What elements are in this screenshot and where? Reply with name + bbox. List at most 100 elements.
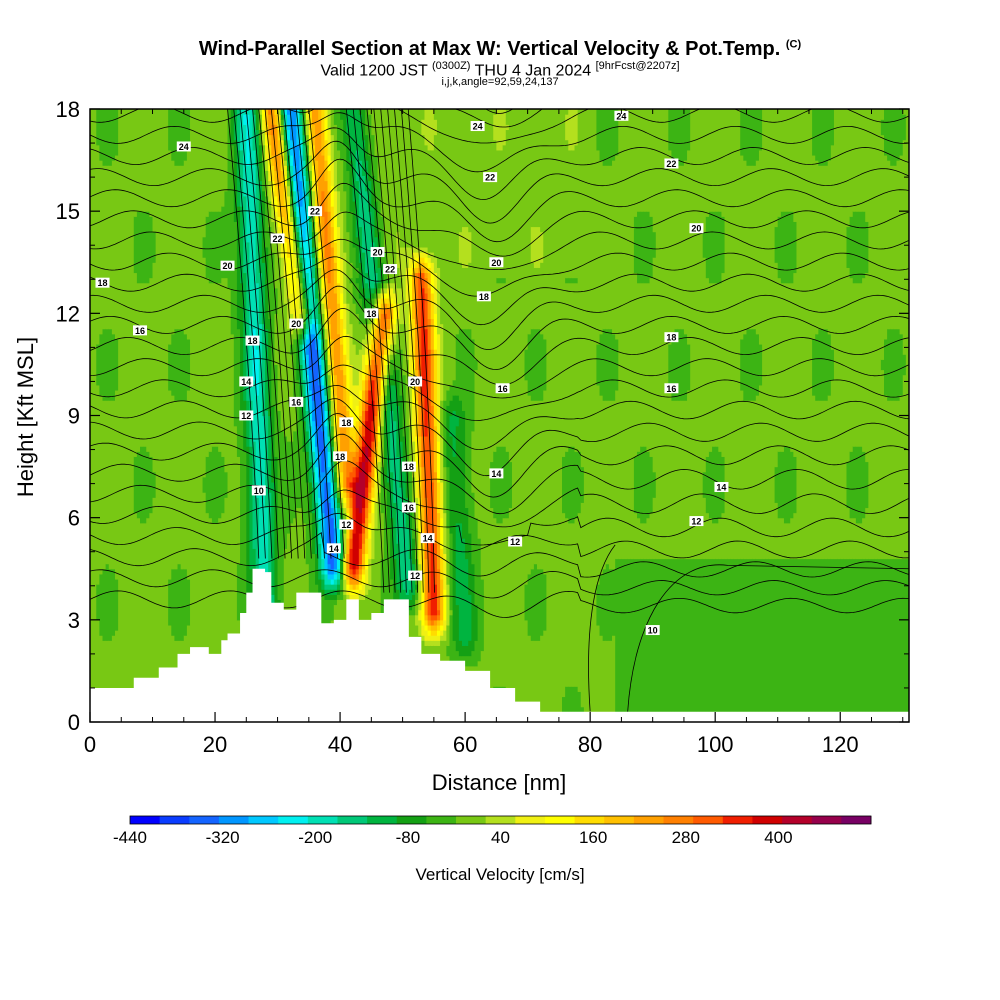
theta-contour-line bbox=[90, 489, 909, 546]
theta-contour-label: 14 bbox=[239, 376, 254, 387]
contour-label-bg bbox=[401, 461, 416, 472]
theta-contour-label: 12 bbox=[339, 519, 354, 530]
contour-label-text: 20 bbox=[291, 319, 301, 329]
x-tick-label: 80 bbox=[578, 732, 602, 757]
contour-label-text: 10 bbox=[254, 486, 264, 496]
contour-labels: 2424242222222222202020202020181818181818… bbox=[95, 110, 729, 636]
theta-contour-line bbox=[90, 335, 909, 399]
contour-label-text: 22 bbox=[485, 173, 495, 183]
x-axis-label: Distance [nm] bbox=[432, 770, 567, 795]
theta-contour-label: 10 bbox=[251, 485, 266, 496]
contour-label-bg bbox=[383, 264, 398, 275]
theta-contour-line bbox=[270, 109, 306, 559]
contour-label-bg bbox=[664, 383, 679, 394]
colorbar-swatch bbox=[159, 816, 190, 824]
colorbar-swatch bbox=[278, 816, 309, 824]
contour-label-bg bbox=[508, 536, 523, 547]
contour-label-text: 18 bbox=[479, 292, 489, 302]
colorbar-swatch bbox=[544, 816, 575, 824]
contour-label-text: 12 bbox=[410, 571, 420, 581]
contour-label-bg bbox=[333, 451, 348, 462]
contour-label-text: 14 bbox=[241, 377, 251, 387]
contour-label-text: 16 bbox=[135, 326, 145, 336]
contour-label-bg bbox=[645, 625, 660, 636]
colorbar-swatch bbox=[426, 816, 457, 824]
contour-label-text: 12 bbox=[510, 537, 520, 547]
theta-contour-line bbox=[90, 513, 909, 559]
contour-label-bg bbox=[326, 543, 341, 554]
contour-label-text: 16 bbox=[498, 384, 508, 394]
contour-label-text: 12 bbox=[691, 517, 701, 527]
contour-label-bg bbox=[483, 172, 498, 183]
theta-contour-label: 22 bbox=[383, 264, 398, 275]
contour-label-bg bbox=[664, 158, 679, 169]
theta-contour-label: 20 bbox=[489, 257, 504, 268]
contour-label-bg bbox=[95, 277, 110, 288]
contour-label-text: 22 bbox=[385, 265, 395, 275]
theta-contour-label: 18 bbox=[401, 461, 416, 472]
theta-contour-label: 20 bbox=[370, 247, 385, 258]
theta-contour-label: 16 bbox=[133, 325, 148, 336]
colorbar: -440 -320 -200 -80 40 160 280 400 bbox=[113, 815, 872, 847]
contour-label-bg bbox=[489, 468, 504, 479]
contour-label-text: 18 bbox=[366, 309, 376, 319]
y-tick-label: 6 bbox=[68, 506, 80, 531]
contour-label-bg bbox=[133, 325, 148, 336]
theta-contour-label: 16 bbox=[289, 396, 304, 407]
theta-contour-label: 22 bbox=[664, 158, 679, 169]
contour-label-bg bbox=[339, 519, 354, 530]
theta-contour-label: 22 bbox=[483, 172, 498, 183]
contour-label-text: 22 bbox=[273, 234, 283, 244]
colorbar-swatch bbox=[307, 816, 338, 824]
contour-label-bg bbox=[714, 482, 729, 493]
colorbar-swatch bbox=[693, 816, 724, 824]
contour-label-bg bbox=[239, 410, 254, 421]
contour-label-bg bbox=[476, 291, 491, 302]
theta-contour-line bbox=[380, 109, 413, 593]
contour-label-text: 14 bbox=[329, 544, 339, 554]
y-axis-label: Height [Kft MSL] bbox=[13, 337, 38, 497]
forecast-tag: [9hrFcst@2207z] bbox=[595, 60, 680, 72]
contour-label-bg bbox=[489, 257, 504, 268]
colorbar-swatch bbox=[515, 816, 546, 824]
theta-contour-line bbox=[359, 109, 396, 593]
contour-label-bg bbox=[420, 533, 435, 544]
terrain bbox=[90, 568, 909, 722]
theta-contour-label: 20 bbox=[408, 376, 423, 387]
valid-time-line: Valid 1200 JST (0300Z) THU 4 Jan 2024 [9… bbox=[0, 60, 1000, 80]
theta-contour-label: 12 bbox=[508, 536, 523, 547]
contour-label-bg bbox=[495, 383, 510, 394]
x-tick-label: 100 bbox=[697, 732, 734, 757]
theta-contour-line bbox=[90, 109, 909, 144]
theta-contour-line bbox=[90, 590, 909, 618]
contour-label-bg bbox=[614, 110, 629, 121]
contour-label-text: 24 bbox=[179, 142, 189, 152]
contour-label-bg bbox=[408, 570, 423, 581]
theta-contour-label: 18 bbox=[364, 308, 379, 319]
x-tick-label: 60 bbox=[453, 732, 477, 757]
theta-contour-line bbox=[258, 109, 293, 559]
copyright-mark: (C) bbox=[785, 38, 802, 51]
theta-contour-label: 22 bbox=[308, 206, 323, 217]
theta-contour-line bbox=[308, 109, 345, 559]
contour-label-text: 20 bbox=[223, 261, 233, 271]
theta-contour-line bbox=[90, 569, 909, 599]
x-tick-label: 120 bbox=[822, 732, 859, 757]
potential-temperature-contours bbox=[90, 109, 909, 712]
contour-label-text: 18 bbox=[404, 462, 414, 472]
colorbar-tick-label: 40 bbox=[491, 828, 510, 847]
theta-contour-line bbox=[345, 109, 385, 593]
valid-date: THU 4 Jan 2024 bbox=[474, 62, 592, 80]
contour-label-bg bbox=[239, 376, 254, 387]
theta-contour-line bbox=[90, 158, 909, 243]
theta-contour-line bbox=[373, 109, 407, 593]
theta-contour-line bbox=[90, 532, 909, 578]
contour-label-text: 24 bbox=[616, 111, 626, 121]
contour-label-bg bbox=[245, 335, 260, 346]
theta-contour-line bbox=[277, 109, 312, 559]
contour-label-text: 16 bbox=[666, 384, 676, 394]
theta-contour-label: 14 bbox=[489, 468, 504, 479]
contour-label-bg bbox=[289, 396, 304, 407]
contour-label-text: 12 bbox=[341, 520, 351, 530]
